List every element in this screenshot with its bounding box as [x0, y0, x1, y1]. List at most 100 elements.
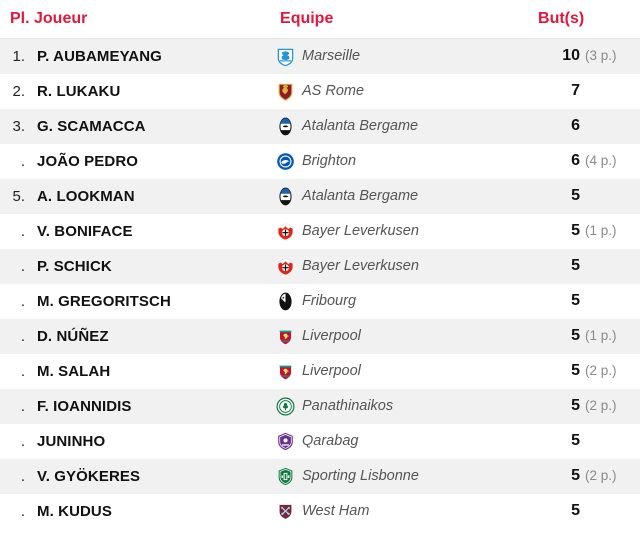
- table-row: . M. SALAH Liverpool 5 (2 p.): [0, 353, 640, 389]
- goals-wrapper: 6 (4 p.): [530, 152, 640, 170]
- team-name-label: Fribourg: [302, 293, 357, 309]
- team-wrapper: Marseille: [276, 47, 530, 66]
- team-cell: Liverpool: [270, 319, 530, 354]
- rank-cell: 3.: [12, 117, 25, 135]
- goals-count: 5: [571, 397, 581, 414]
- team-name-label: Panathinaikos: [302, 398, 394, 414]
- penalty-goals-note: (2 p.): [585, 468, 617, 483]
- brighton-crest-icon: [276, 152, 295, 171]
- table-row: . V. BONIFACE Bayer Leverkusen 5 (1 p.): [0, 213, 640, 249]
- team-cell: Marseille: [270, 39, 530, 74]
- player-name-cell[interactable]: M. KUDUS: [37, 502, 112, 520]
- player-name-cell[interactable]: V. BONIFACE: [37, 222, 133, 240]
- goals-cell: 5: [530, 284, 640, 319]
- player-name-cell[interactable]: G. SCAMACCA: [37, 117, 146, 135]
- table-header: Pl. Joueur Equipe But(s): [0, 0, 640, 39]
- rank-cell: .: [20, 222, 25, 240]
- rank-cell: .: [20, 502, 25, 520]
- table-row: 3. G. SCAMACCA Atalanta Bergame 6: [0, 108, 640, 144]
- rank-cell: .: [20, 397, 25, 415]
- goals-wrapper: 5: [530, 292, 640, 310]
- team-name-label: Liverpool: [302, 328, 361, 344]
- table-row: 2. R. LUKAKU AS Rome 7: [0, 73, 640, 109]
- goals-cell: 10 (3 p.): [530, 39, 640, 74]
- marseille-crest-icon: [276, 47, 295, 66]
- player-name-cell[interactable]: M. GREGORITSCH: [37, 292, 171, 310]
- player-name-cell[interactable]: A. LOOKMAN: [37, 187, 135, 205]
- team-cell: Atalanta Bergame: [270, 179, 530, 214]
- penalty-goals-note: (2 p.): [585, 363, 617, 378]
- goals-cell: 5: [530, 424, 640, 459]
- goals-cell: 6 (4 p.): [530, 144, 640, 179]
- table-row: 1. P. AUBAMEYANG Marseille 10 (3 p.): [0, 38, 640, 74]
- team-cell: Sporting Lisbonne: [270, 459, 530, 494]
- team-cell: West Ham: [270, 494, 530, 529]
- player-name-cell[interactable]: P. AUBAMEYANG: [37, 47, 162, 65]
- rank-cell: .: [20, 432, 25, 450]
- goals-count: 5: [571, 222, 581, 239]
- team-wrapper: Sporting Lisbonne: [276, 467, 530, 486]
- rank-cell: 2.: [12, 82, 25, 100]
- goals-count: 6: [571, 117, 581, 134]
- bayer-leverkusen-crest-icon: [276, 257, 295, 276]
- team-name-label: Bayer Leverkusen: [302, 223, 419, 239]
- table-row: . JUNINHO Qarabag 5: [0, 423, 640, 459]
- goals-wrapper: 5 (2 p.): [530, 397, 640, 415]
- team-wrapper: Atalanta Bergame: [276, 187, 530, 206]
- goals-count: 5: [571, 362, 581, 379]
- west-ham-crest-icon: [276, 502, 295, 521]
- column-header-goals: But(s): [530, 0, 640, 39]
- goals-wrapper: 5: [530, 432, 640, 450]
- team-wrapper: Bayer Leverkusen: [276, 222, 530, 241]
- rank-cell: .: [20, 152, 25, 170]
- team-name-label: Marseille: [302, 48, 361, 65]
- penalty-goals-note: (1 p.): [585, 223, 617, 238]
- bayer-leverkusen-crest-icon: [276, 222, 295, 241]
- player-name-cell[interactable]: M. SALAH: [37, 362, 111, 380]
- goals-wrapper: 5 (2 p.): [530, 467, 640, 485]
- table-row: 5. A. LOOKMAN Atalanta Bergame 5: [0, 178, 640, 214]
- atalanta-crest-icon: [276, 187, 295, 206]
- table-row: . P. SCHICK Bayer Leverkusen 5: [0, 248, 640, 284]
- goals-count: 5: [571, 467, 581, 484]
- team-name-label: Atalanta Bergame: [302, 188, 419, 204]
- team-name-label: Bayer Leverkusen: [302, 258, 419, 274]
- sporting-lisbonne-crest-icon: [276, 467, 295, 486]
- atalanta-crest-icon: [276, 117, 295, 136]
- goals-cell: 5 (2 p.): [530, 459, 640, 494]
- goals-count: 10: [562, 47, 581, 65]
- team-wrapper: Atalanta Bergame: [276, 117, 530, 136]
- team-name-label: Liverpool: [302, 363, 361, 379]
- player-name-cell[interactable]: P. SCHICK: [37, 257, 112, 275]
- team-cell: Atalanta Bergame: [270, 109, 530, 144]
- penalty-goals-note: (2 p.): [585, 398, 617, 413]
- goals-cell: 5 (2 p.): [530, 389, 640, 424]
- team-name-label: West Ham: [302, 503, 370, 519]
- table-body: 1. P. AUBAMEYANG Marseille 10 (3 p.) 2. R. LUK…: [0, 38, 640, 529]
- goals-count: 5: [571, 187, 581, 204]
- goals-wrapper: 5: [530, 502, 640, 520]
- team-name-label: Sporting Lisbonne: [302, 468, 419, 484]
- as-rome-crest-icon: [276, 82, 295, 101]
- player-name-cell[interactable]: JOÃO PEDRO: [37, 152, 139, 170]
- fribourg-crest-icon: [276, 292, 295, 311]
- column-header-team: Equipe: [270, 0, 531, 39]
- goals-wrapper: 5: [530, 257, 640, 275]
- team-cell: Brighton: [270, 144, 530, 179]
- player-name-cell[interactable]: D. NÚÑEZ: [37, 327, 109, 345]
- rank-cell: .: [20, 467, 25, 485]
- goals-wrapper: 10 (3 p.): [530, 47, 640, 65]
- goals-cell: 5: [530, 249, 640, 284]
- goals-cell: 6: [530, 109, 640, 144]
- player-name-cell[interactable]: V. GYÖKERES: [37, 467, 141, 485]
- team-wrapper: Qarabag: [276, 432, 530, 451]
- player-name-cell[interactable]: F. IOANNIDIS: [37, 397, 132, 415]
- goals-cell: 5 (1 p.): [530, 319, 640, 354]
- player-name-cell[interactable]: R. LUKAKU: [37, 82, 121, 100]
- goals-wrapper: 5: [530, 187, 640, 205]
- penalty-goals-note: (4 p.): [585, 153, 617, 168]
- player-name-cell[interactable]: JUNINHO: [37, 432, 106, 450]
- goals-cell: 5 (2 p.): [530, 354, 640, 389]
- team-name-label: AS Rome: [302, 83, 365, 99]
